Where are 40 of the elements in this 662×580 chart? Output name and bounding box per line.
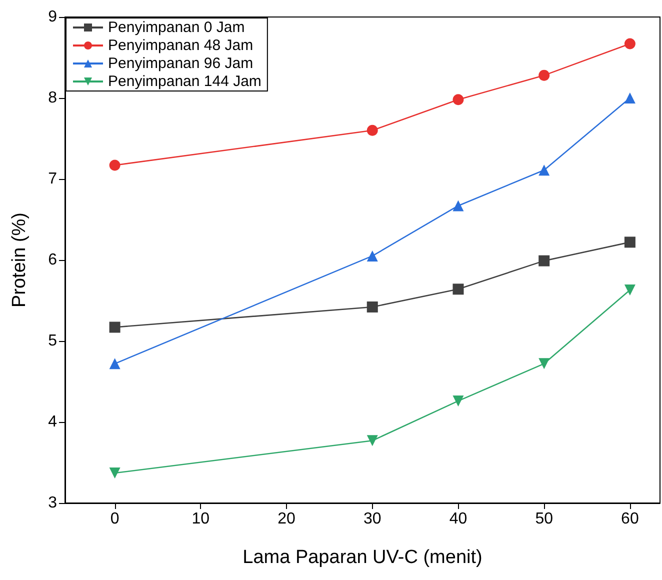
point — [452, 200, 464, 212]
x-tick-label: 40 — [449, 510, 468, 528]
point — [624, 284, 636, 296]
point — [624, 38, 636, 50]
point — [366, 435, 378, 446]
y-axis-title: Protein (%) — [9, 212, 30, 308]
y-tick-label: 5 — [48, 332, 58, 350]
legend-label: Penyimpanan 144 Jam — [108, 73, 262, 90]
legend-label: Penyimpanan 48 Jam — [108, 37, 254, 54]
point — [366, 301, 378, 312]
point — [452, 94, 464, 106]
y-tick-label: 7 — [48, 170, 58, 188]
legend-label: Penyimpanan 96 Jam — [108, 55, 254, 72]
y-tick-label: 9 — [48, 8, 58, 26]
point — [538, 358, 550, 370]
legend-label: Penyimpanan 0 Jam — [108, 19, 245, 36]
point — [109, 468, 120, 479]
point — [366, 250, 378, 262]
x-tick-label: 20 — [278, 510, 296, 528]
point — [366, 124, 378, 136]
y-tick-label: 3 — [48, 494, 58, 512]
point — [538, 255, 550, 266]
point — [624, 236, 636, 248]
x-tick-label: 50 — [535, 510, 554, 528]
point — [538, 164, 550, 176]
point — [109, 160, 120, 171]
point — [109, 358, 120, 370]
y-tick-label: 8 — [48, 90, 58, 106]
point — [624, 92, 636, 104]
y-tick-label: 6 — [48, 252, 58, 268]
x-tick-label: 0 — [110, 510, 120, 528]
point — [538, 70, 550, 81]
x-tick-label: 30 — [363, 510, 382, 528]
x-tick-label: 60 — [621, 510, 639, 528]
point — [452, 284, 464, 295]
x-axis-title: Lama Paparan UV-C (menit) — [242, 547, 482, 568]
x-tick-label: 10 — [192, 510, 210, 528]
point — [452, 395, 464, 406]
point — [109, 322, 120, 333]
y-tick-label: 4 — [48, 414, 58, 430]
